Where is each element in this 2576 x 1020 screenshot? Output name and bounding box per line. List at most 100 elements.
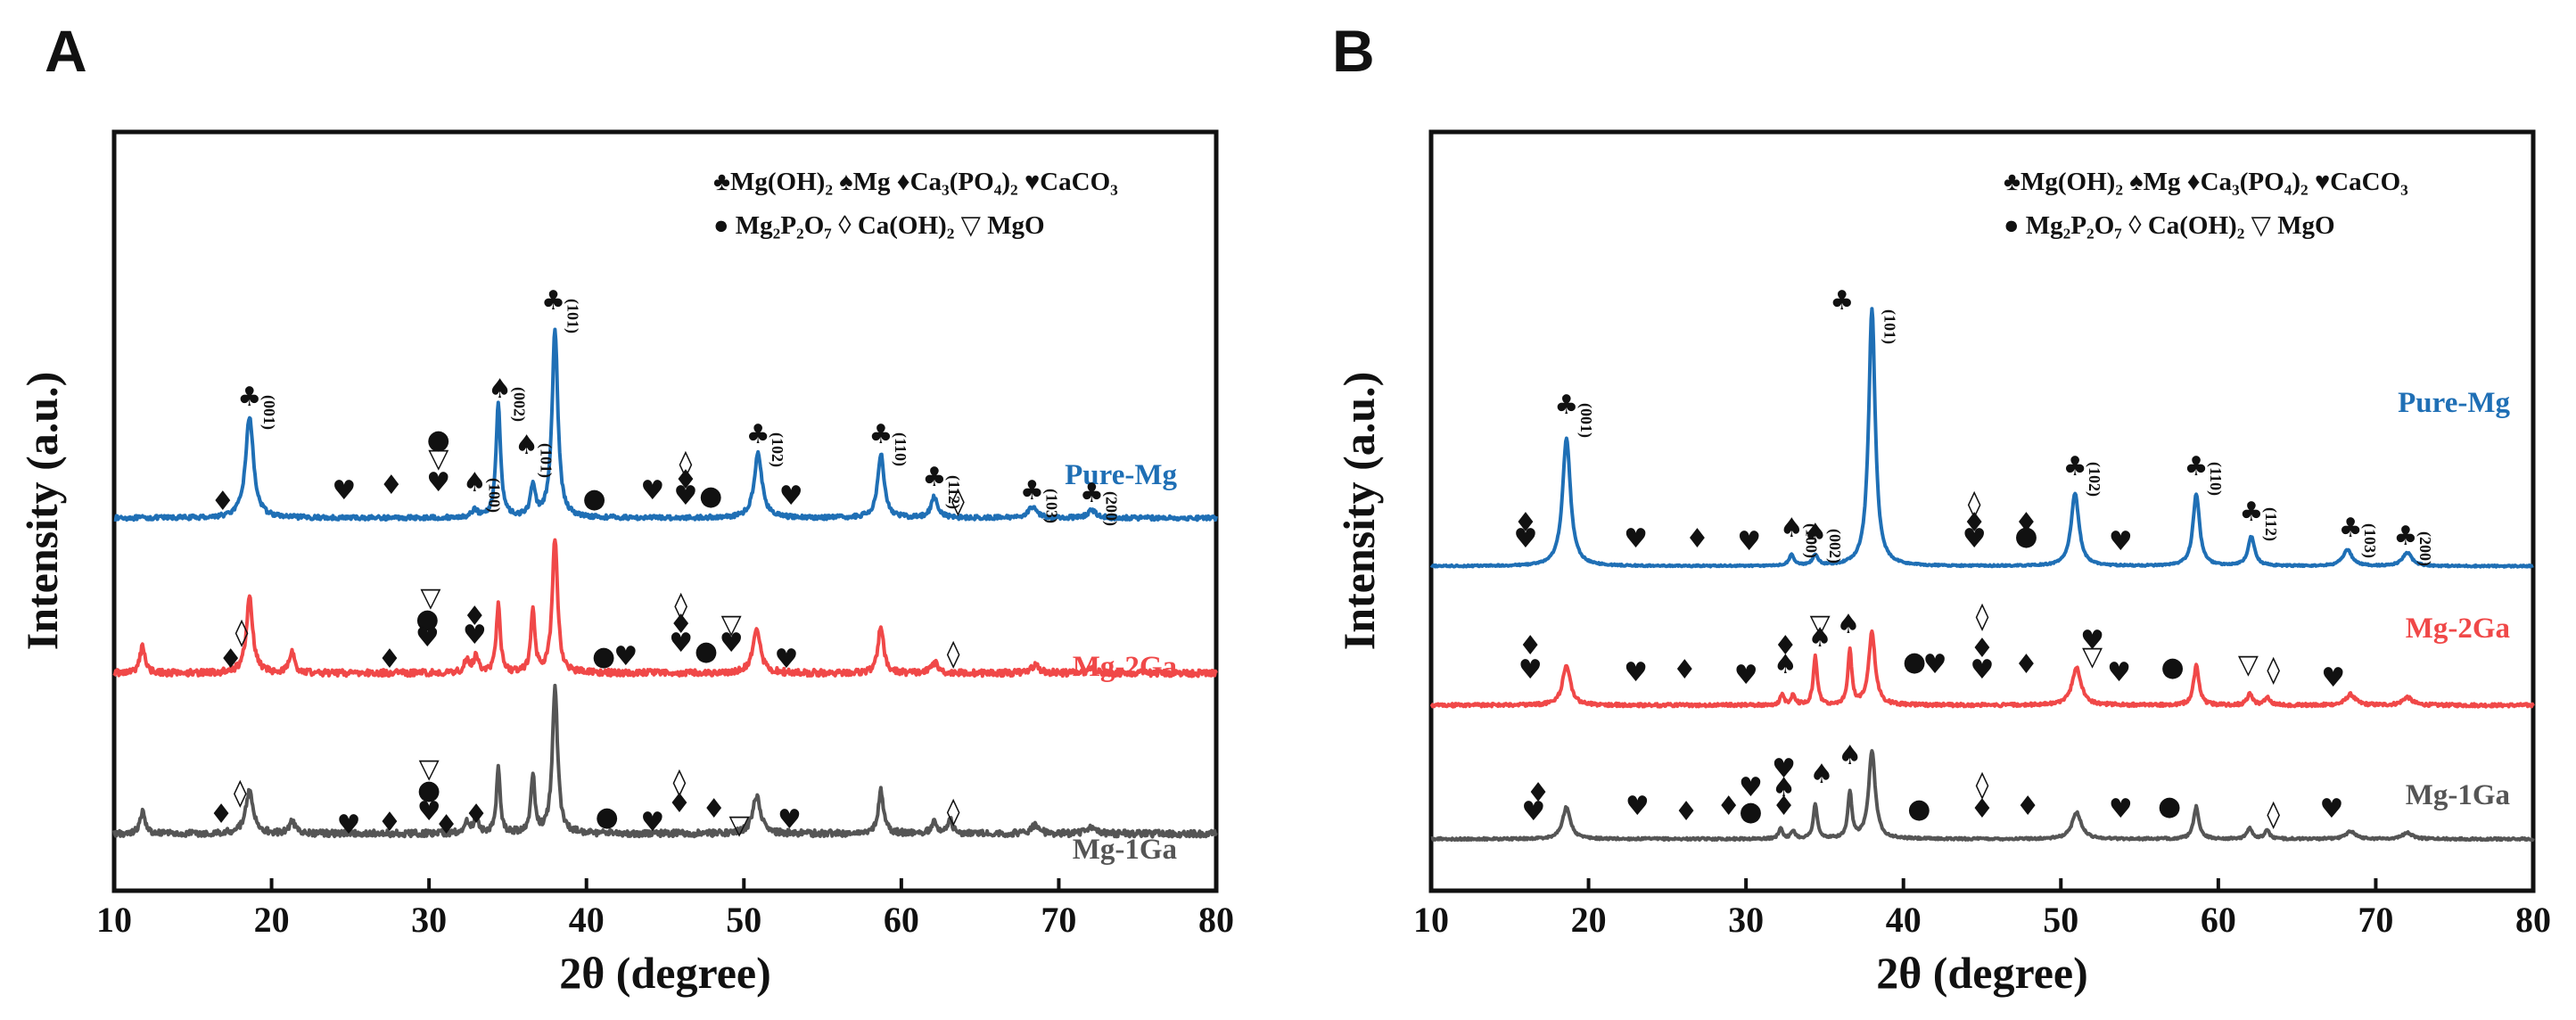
phase-marker: ● [417, 775, 440, 806]
phase-marker: ▽ [2238, 649, 2259, 680]
phase-marker: ♥ [1737, 526, 1761, 557]
series-line-mg-1ga [112, 683, 1218, 839]
phase-marker: ♦ [465, 799, 489, 830]
phase-marker: ♥ [1521, 796, 1545, 827]
x-axis-label-b: 2θ (degree) [1876, 948, 2088, 998]
phase-marker: ◊ [947, 796, 960, 827]
phase-marker: ♦ [667, 788, 691, 819]
phase-marker: ♦ [702, 794, 726, 825]
phase-marker: ♥ [417, 796, 441, 827]
phase-marker: ♦ [434, 810, 458, 841]
series-label-pure-mg-a: Pure-Mg [1065, 459, 1177, 491]
phase-marker: ▽ [1810, 609, 1831, 640]
phase-marker: ◊ [672, 767, 686, 798]
phase-marker: ♠ [1808, 622, 1832, 654]
x-tick-label: 70 [1041, 900, 1076, 940]
x-tick-label: 70 [2358, 900, 2393, 940]
phase-marker: ♥ [2107, 657, 2131, 688]
x-tick-label: 60 [884, 900, 919, 940]
legend-line1-a: ♣Mg(OH)₂ ♠Mg ♦Ca₃(PO₄)₂ ♥CaCO₃ [713, 168, 1118, 196]
x-tick-label: 50 [2043, 900, 2078, 940]
phase-marker: ♥ [2320, 794, 2344, 825]
phase-marker: ♦ [1963, 507, 1987, 539]
phase-marker: ♣ [2339, 513, 2363, 544]
legend-line2-b: ● Mg₂P₂O₇ ◊ Ca(OH)₂ ▽ MgO [2004, 211, 2335, 240]
phase-marker: ♦ [210, 799, 234, 830]
hkl-label: (103) [1041, 489, 1060, 523]
series-group-a [112, 327, 1218, 839]
phase-marker: ♣ [2394, 521, 2418, 552]
phase-marker: ♥ [1772, 753, 1796, 785]
phase-marker: ♥ [613, 641, 638, 672]
hkl-label: (103) [2360, 523, 2379, 558]
hkl-label: (100) [1801, 523, 1820, 558]
hkl-label: (112) [944, 475, 963, 509]
phase-marker: ♣ [541, 285, 565, 317]
series-group-b [1429, 307, 2535, 843]
hkl-label: (102) [2085, 462, 2103, 497]
phase-marker: ● [2161, 652, 2185, 683]
phase-marker: ♥ [1518, 654, 1543, 686]
phase-marker: ● [416, 604, 439, 635]
x-tick-label: 50 [726, 900, 761, 940]
phase-marker: ♥ [2080, 625, 2104, 656]
phase-marker: ♠ [1838, 740, 1862, 771]
series-line-pure-mg [1429, 307, 2535, 569]
phase-marker: ♥ [775, 644, 799, 675]
series-label-mg-1ga-b: Mg-1Ga [2406, 779, 2510, 811]
phase-marker: ▽ [428, 443, 449, 474]
phase-marker: ♦ [1716, 791, 1741, 822]
phase-marker: ♣ [1554, 390, 1578, 421]
hkl-label: (001) [259, 395, 278, 430]
series-line-mg-1ga [1429, 749, 2535, 843]
plot-frame-b [1428, 129, 2536, 893]
phase-marker: ● [2014, 521, 2037, 552]
series-line-mg-2ga [112, 538, 1218, 679]
phase-marker: ♥ [2109, 526, 2133, 557]
hkl-label: (100) [484, 478, 503, 513]
phase-marker: ♦ [2014, 507, 2038, 539]
series-label-mg-1ga-a: Mg-1Ga [1073, 834, 1177, 866]
phase-marker: ♠ [488, 374, 512, 405]
phase-marker: ◊ [674, 590, 687, 621]
x-tick-label: 20 [1571, 900, 1607, 940]
phase-marker: ♦ [1673, 654, 1697, 686]
x-tick-label: 10 [96, 900, 132, 940]
x-tick-label: 20 [254, 900, 290, 940]
phase-marker: ♦ [1527, 777, 1551, 809]
phase-marker: ♥ [1624, 657, 1648, 688]
phase-marker: ● [2158, 791, 2181, 822]
plot-frame-a [111, 129, 1219, 893]
phase-marker: ♦ [1971, 794, 1995, 825]
phase-marker: ♦ [210, 486, 235, 517]
phase-marker: ♣ [2063, 451, 2087, 482]
phase-marker: ♣ [1020, 475, 1044, 506]
annotations-a: ♣♦ ♥ ♦●▽♥ ♠♠♠♣● ♥◊♦♥ ●♣♥♣♣◊ ♣ ♣♦◊♦▽●♥♦♥●♥◊♦♥ ●▽♥… [210, 285, 1121, 841]
legend-line1-b: ♣Mg(OH)₂ ♠Mg ♦Ca₃(PO₄)₂ ♥CaCO₃ [2004, 168, 2408, 196]
phase-marker: ♥ [332, 475, 356, 506]
phase-marker: ♦ [2016, 791, 2040, 822]
x-tick-label: 80 [2515, 900, 2551, 940]
phase-marker: ♥ [2109, 794, 2133, 825]
phase-marker: ♠ [1836, 609, 1860, 640]
hkl-label: (101) [537, 443, 556, 478]
phase-marker: ♦ [669, 609, 693, 640]
phase-marker: ♣ [237, 382, 261, 413]
panel-a: A 2θ (degree) Intensity (a.u.) ♣Mg(OH)₂ … [17, 18, 1234, 998]
phase-marker: ● [1907, 794, 1930, 825]
phase-marker: ♦ [463, 601, 487, 632]
phase-marker: ♠ [1803, 518, 1827, 549]
hkl-label: (112) [2261, 507, 2280, 541]
phase-marker: ♥ [1971, 654, 1995, 686]
y-axis-label-a: Intensity (a.u.) [17, 372, 67, 651]
hkl-label: (110) [891, 432, 909, 466]
phase-marker: ♥ [416, 622, 440, 654]
phase-marker: ♦ [218, 644, 243, 675]
phase-marker: ◊ [2267, 654, 2280, 686]
phase-marker: ♥ [674, 481, 698, 512]
phase-marker: ◊ [2267, 799, 2280, 830]
phase-marker: ♣ [922, 462, 946, 493]
x-tick-label: 10 [1413, 900, 1449, 940]
phase-marker: ♥ [778, 804, 802, 835]
phase-marker: ♥ [1734, 660, 1758, 691]
